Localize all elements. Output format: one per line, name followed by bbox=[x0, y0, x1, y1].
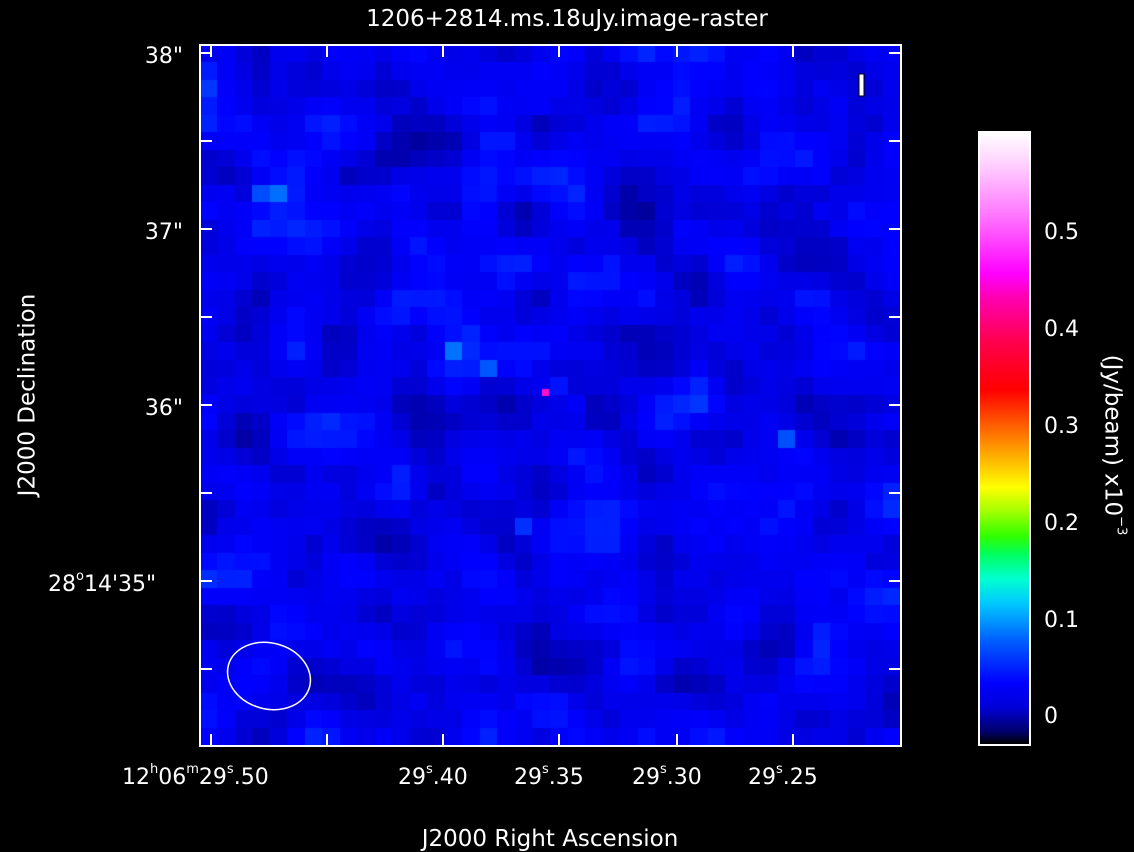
y-ticks bbox=[200, 52, 901, 670]
y-tick-label: 37" bbox=[144, 220, 183, 245]
y-tick-label: 36" bbox=[144, 396, 183, 421]
x-tick-label: 29s.35 bbox=[514, 762, 584, 790]
colorbar-tick-label: 0.3 bbox=[1044, 414, 1079, 439]
colorbar bbox=[978, 131, 1031, 746]
x-tick-label-full: 12h06m29s.50 bbox=[122, 762, 269, 790]
x-tick-label: 29s.40 bbox=[398, 762, 468, 790]
marker-glyph bbox=[858, 73, 865, 97]
axes-box bbox=[199, 44, 902, 747]
y-tick-label: 38" bbox=[144, 44, 183, 69]
colorbar-tick-label: 0.1 bbox=[1044, 608, 1079, 633]
colorbar-tick-label: 0.5 bbox=[1044, 220, 1079, 245]
radio-image-raster[interactable] bbox=[200, 45, 901, 746]
x-axis-label: J2000 Right Ascension bbox=[421, 826, 679, 852]
x-ticks bbox=[210, 45, 794, 746]
beam-ellipse bbox=[226, 641, 312, 711]
x-tick-label: 29s.25 bbox=[748, 762, 818, 790]
plot-title: 1206+2814.ms.18uJy.image-raster bbox=[366, 6, 768, 32]
colorbar-tick-label: 0.2 bbox=[1044, 511, 1079, 536]
colorbar-tick-label: 0.4 bbox=[1044, 317, 1079, 342]
colorbar-unit-label: (Jy/beam) x10−3 bbox=[1099, 354, 1129, 536]
x-tick-label: 29s.30 bbox=[632, 762, 702, 790]
y-tick-label-full: 28o14'35" bbox=[48, 569, 157, 597]
colorbar-tick-label: 0 bbox=[1044, 704, 1058, 729]
y-axis-label: J2000 Declination bbox=[14, 293, 41, 497]
